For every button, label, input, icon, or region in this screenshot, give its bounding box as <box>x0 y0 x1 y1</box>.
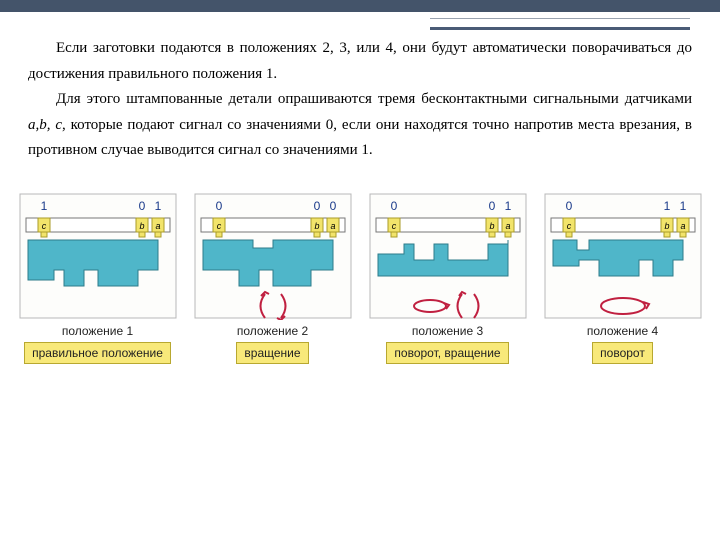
svg-text:0: 0 <box>390 199 397 213</box>
paragraph-2-pre: Для этого штампованные детали опрашивают… <box>56 91 692 107</box>
figure-pos3: 0 c 0 b 1 a положение 3 поворот, вращение <box>364 180 532 364</box>
svg-text:c: c <box>391 221 396 231</box>
sensor-names: a,b, c <box>28 117 62 133</box>
action-tag: вращение <box>236 342 308 364</box>
svg-text:b: b <box>489 221 494 231</box>
svg-text:b: b <box>139 221 144 231</box>
figure-row: 1 c 0 b 1 a положение 1 правильное положе… <box>0 180 720 364</box>
svg-text:1: 1 <box>40 199 47 213</box>
figure-pos4: 0 c 1 b 1 a положение 4 поворот <box>539 180 707 364</box>
diagram-pos1: 1 c 0 b 1 a <box>18 180 178 320</box>
action-tag: поворот <box>592 342 653 364</box>
svg-text:0: 0 <box>488 199 495 213</box>
svg-text:1: 1 <box>154 199 161 213</box>
position-label: положение 2 <box>189 324 357 338</box>
paragraph-1: Если заготовки подаются в положениях 2, … <box>28 36 692 87</box>
action-tag: правильное положение <box>24 342 171 364</box>
paragraph-2-post: , которые подают сигнал со значениями 0,… <box>28 117 692 159</box>
position-label: положение 4 <box>539 324 707 338</box>
svg-text:0: 0 <box>313 199 320 213</box>
diagram-pos2: 0 c 0 b 0 a <box>193 180 353 320</box>
svg-text:b: b <box>664 221 669 231</box>
svg-text:c: c <box>566 221 571 231</box>
position-label: положение 3 <box>364 324 532 338</box>
svg-text:c: c <box>216 221 221 231</box>
svg-text:0: 0 <box>138 199 145 213</box>
figure-pos1: 1 c 0 b 1 a положение 1 правильное положе… <box>14 180 182 364</box>
svg-text:c: c <box>41 221 46 231</box>
diagram-pos4: 0 c 1 b 1 a <box>543 180 703 320</box>
svg-text:0: 0 <box>215 199 222 213</box>
svg-text:1: 1 <box>504 199 511 213</box>
svg-text:a: a <box>155 221 160 231</box>
svg-text:0: 0 <box>565 199 572 213</box>
body-text: Если заготовки подаются в положениях 2, … <box>0 12 720 174</box>
diagram-pos3: 0 c 0 b 1 a <box>368 180 528 320</box>
svg-text:a: a <box>680 221 685 231</box>
svg-text:1: 1 <box>663 199 670 213</box>
header-decoration <box>430 18 690 30</box>
figure-pos2: 0 c 0 b 0 a положение 2 вращение <box>189 180 357 364</box>
svg-text:b: b <box>314 221 319 231</box>
svg-text:0: 0 <box>329 199 336 213</box>
paragraph-2: Для этого штампованные детали опрашивают… <box>28 87 692 164</box>
action-tag: поворот, вращение <box>386 342 508 364</box>
svg-text:a: a <box>505 221 510 231</box>
svg-text:a: a <box>330 221 335 231</box>
position-label: положение 1 <box>14 324 182 338</box>
title-bar <box>0 0 720 12</box>
svg-text:1: 1 <box>679 199 686 213</box>
